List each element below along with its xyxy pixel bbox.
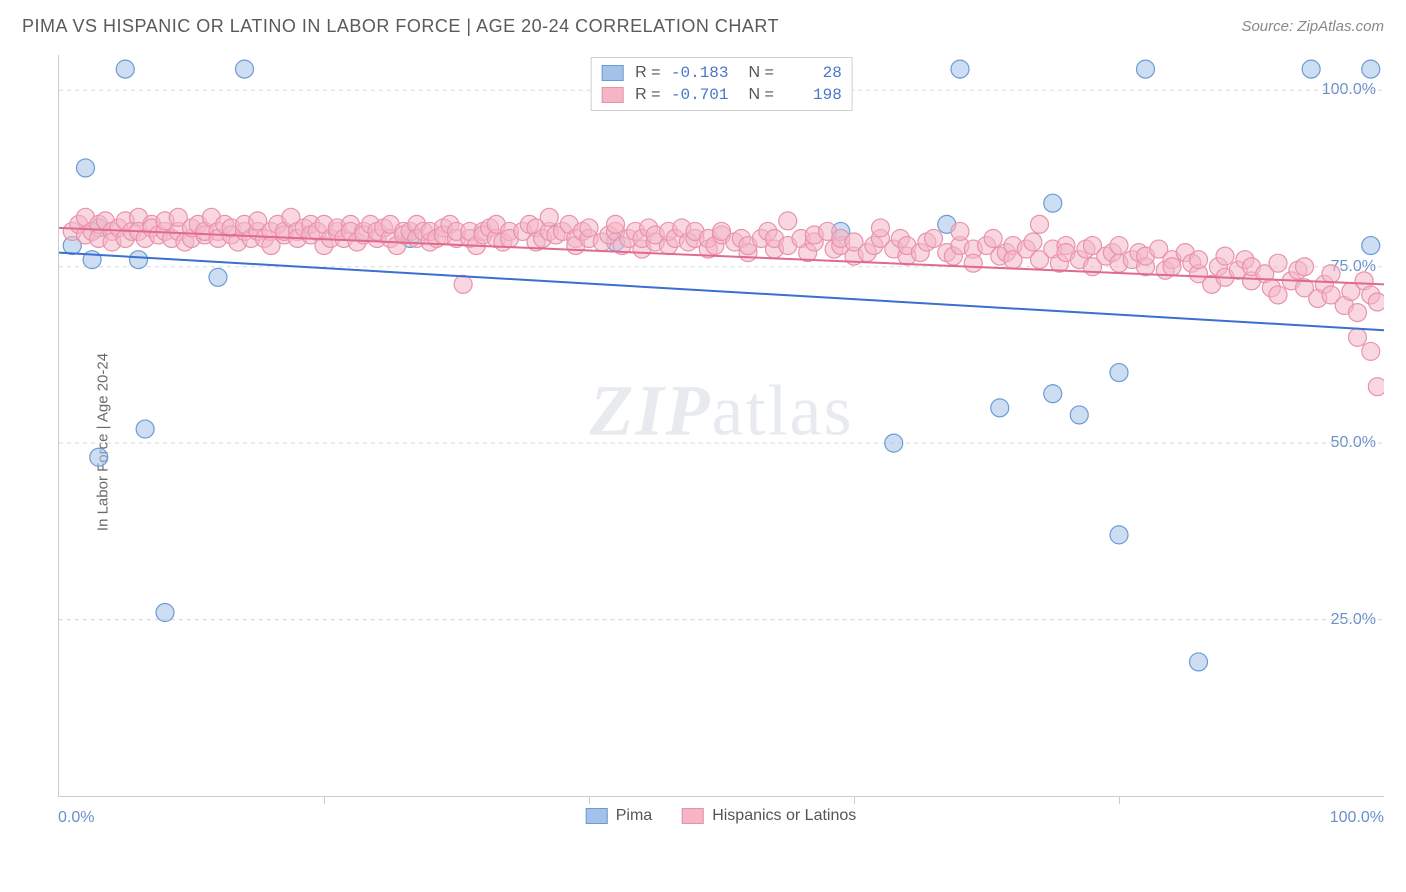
source-attribution: Source: ZipAtlas.com bbox=[1241, 18, 1384, 35]
swatch-hisp bbox=[601, 87, 623, 103]
x-axis-max-label: 100.0% bbox=[1330, 809, 1384, 827]
chart-area: In Labor Force | Age 20-24 ZIPatlas 25.0… bbox=[58, 47, 1384, 837]
legend-row-hisp: R = -0.701 N = 198 bbox=[601, 84, 842, 106]
r-value-pima: -0.183 bbox=[669, 64, 729, 82]
legend-label-pima: Pima bbox=[616, 807, 652, 825]
scatter-svg bbox=[59, 55, 1384, 796]
x-tick bbox=[1119, 796, 1120, 804]
swatch-pima bbox=[601, 65, 623, 81]
legend-label-hisp: Hispanics or Latinos bbox=[712, 807, 856, 825]
chart-title: PIMA VS HISPANIC OR LATINO IN LABOR FORC… bbox=[22, 16, 779, 37]
r-value-hisp: -0.701 bbox=[669, 86, 729, 104]
x-axis-min-label: 0.0% bbox=[58, 809, 94, 827]
x-tick bbox=[854, 796, 855, 804]
x-tick bbox=[589, 796, 590, 804]
n-label: N = bbox=[749, 64, 774, 82]
swatch-hisp-icon bbox=[682, 808, 704, 824]
legend-item-pima: Pima bbox=[586, 807, 652, 825]
n-value-hisp: 198 bbox=[782, 86, 842, 104]
n-label: N = bbox=[749, 86, 774, 104]
series-legend: Pima Hispanics or Latinos bbox=[586, 807, 857, 825]
plot-area: ZIPatlas 25.0%50.0%75.0%100.0% R = -0.18… bbox=[58, 55, 1384, 797]
correlation-legend: R = -0.183 N = 28 R = -0.701 N = 198 bbox=[590, 57, 853, 111]
x-tick bbox=[324, 796, 325, 804]
legend-item-hisp: Hispanics or Latinos bbox=[682, 807, 856, 825]
r-label: R = bbox=[635, 86, 660, 104]
r-label: R = bbox=[635, 64, 660, 82]
legend-row-pima: R = -0.183 N = 28 bbox=[601, 62, 842, 84]
swatch-pima-icon bbox=[586, 808, 608, 824]
n-value-pima: 28 bbox=[782, 64, 842, 82]
